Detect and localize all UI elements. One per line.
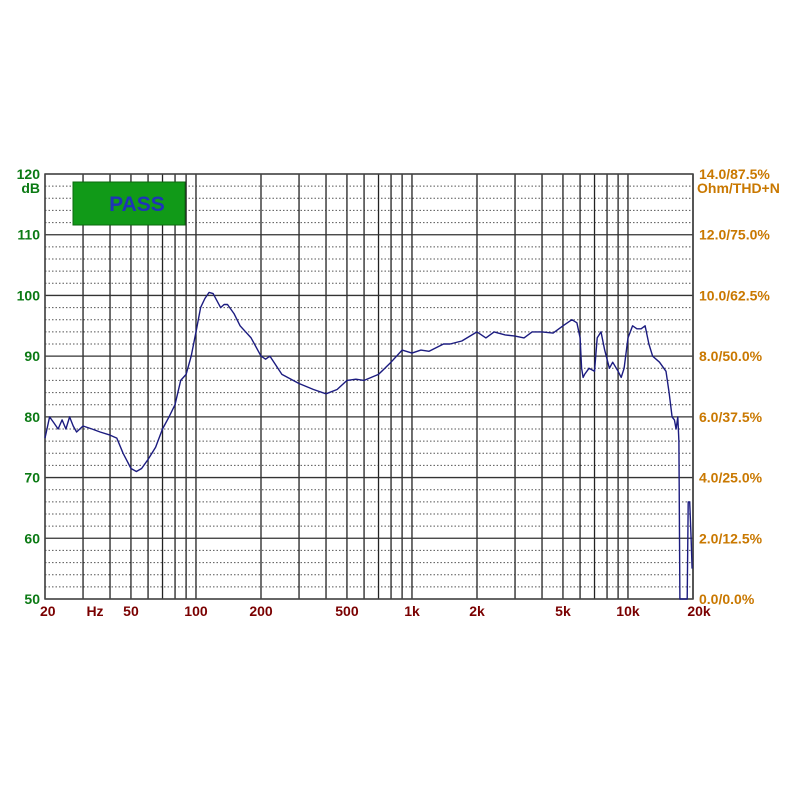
x-tick-label: 200 [249,603,273,619]
x-tick-label: 100 [184,603,208,619]
x-tick-label: 2k [469,603,485,619]
right-tick-label: 6.0/37.5% [699,409,763,425]
left-tick-label: 80 [24,409,40,425]
right-tick-label: 2.0/12.5% [699,530,763,546]
left-tick-label: 70 [24,470,40,486]
right-tick-label: 12.0/75.0% [699,227,770,243]
response-curve [44,291,693,600]
left-axis-unit: dB [21,180,40,196]
response-line [44,291,693,600]
left-tick-label: 100 [17,287,41,303]
right-tick-label: 0.0/0.0% [699,591,755,607]
pass-badge: PASS [72,181,186,226]
x-tick-label: 5k [555,603,571,619]
axis-labels: 120 14.0/87.5% 110 12.0/75.0% 100 10.0/62.5% 9… [17,166,780,619]
x-tick-label: 10k [616,603,640,619]
pass-badge-box [72,181,186,226]
plot-frame [44,173,694,600]
grid [44,173,694,600]
x-axis-unit: Hz [86,603,103,619]
right-tick-label: 10.0/62.5% [699,287,770,303]
right-axis-unit: Ohm/THD+N [697,180,780,196]
right-tick-label: 4.0/25.0% [699,470,763,486]
left-tick-label: 90 [24,348,40,364]
left-tick-label: 110 [17,227,40,243]
x-tick-label: 500 [335,603,359,619]
left-tick-label: 50 [24,591,40,607]
left-tick-label: 60 [24,530,40,546]
x-tick-label: 20k [687,603,711,619]
x-tick-label: 50 [123,603,139,619]
x-tick-label: 1k [404,603,420,619]
x-tick-label: 20 [40,603,56,619]
right-tick-label: 14.0/87.5% [699,166,770,182]
pass-badge-label: PASS [109,193,165,216]
left-tick-label: 120 [17,166,41,182]
right-tick-label: 8.0/50.0% [699,348,763,364]
